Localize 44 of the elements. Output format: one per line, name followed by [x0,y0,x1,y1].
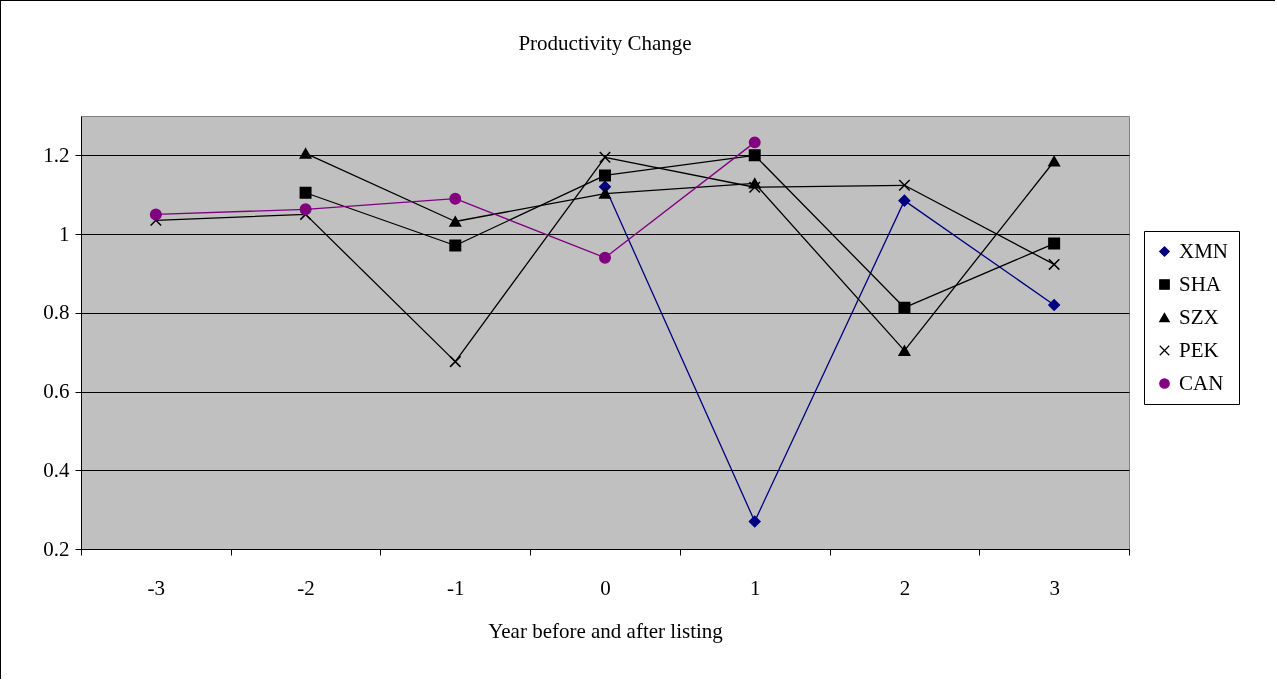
point [299,203,312,216]
y-tick-label: 0.6 [43,379,70,404]
point [449,192,462,205]
point [748,181,761,194]
point [748,149,761,162]
legend-label: SHA [1179,271,1222,296]
point [449,216,462,227]
point [1048,155,1061,167]
point [898,345,911,356]
point [898,194,911,207]
y-tick-label: 1.2 [43,142,70,167]
point [299,186,312,199]
point [1048,237,1061,250]
point [898,179,911,192]
chart-title: Productivity Change [518,31,692,55]
y-tick-label: 0.8 [43,300,70,325]
x-tick-label: -3 [147,575,166,600]
point [748,515,761,528]
x-tick-label: 0 [600,575,611,600]
x-tick-label: -1 [447,575,465,600]
legend-label: CAN [1179,370,1224,395]
x-tick-label: 2 [899,575,911,600]
point [449,239,462,252]
x-tick-label: 1 [749,575,761,600]
point [1048,298,1061,311]
point [748,136,761,149]
point [599,188,611,199]
x-tick-label: 3 [1049,575,1060,600]
legend-label: PEK [1179,337,1219,362]
point [1048,258,1061,271]
point [599,151,611,164]
x-axis-title: Year before and after listing [488,618,724,643]
point [449,355,462,368]
point [599,251,611,264]
y-tick-label: 0.4 [43,457,70,482]
point [599,169,611,182]
point [149,208,162,221]
legend-label: SZX [1179,304,1219,329]
x-tick-label: -2 [297,575,315,600]
legend-label: XMN [1179,238,1229,263]
y-tick-label: 1 [59,221,70,246]
y-tick-label: 0.2 [43,536,70,561]
point [898,301,911,314]
point [299,148,312,159]
